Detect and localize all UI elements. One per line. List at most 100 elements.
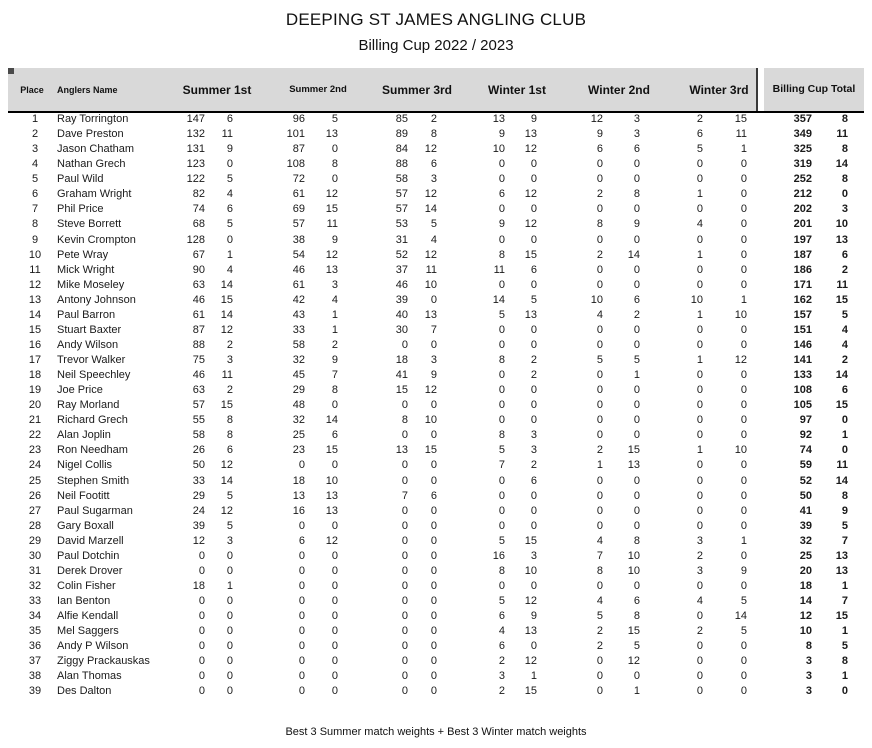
place-cell: 12 [28, 278, 42, 291]
total-cell: 197 [793, 233, 812, 246]
value-cell: 0 [198, 640, 205, 653]
total-cell: 8 [805, 640, 812, 653]
value-cell: 1 [696, 444, 703, 457]
angler-name-cell: Ray Torrington [57, 113, 129, 125]
angler-name-cell: Neil Speechley [57, 369, 131, 382]
value-cell: 0 [530, 278, 537, 291]
angler-name-cell: Phil Price [57, 203, 104, 216]
value-cell: 8 [498, 429, 505, 442]
total-cell: 74 [799, 444, 812, 457]
total-cell: 349 [793, 128, 812, 141]
angler-name-cell: Joe Price [57, 384, 103, 397]
value-cell: 0 [633, 203, 640, 216]
value-cell: 4 [226, 263, 233, 276]
place-cell: 8 [31, 218, 39, 231]
value-cell: 29 [292, 384, 305, 397]
value-cell: 4 [596, 308, 603, 321]
column-header-summer-3rd: Summer 3rd [381, 82, 453, 97]
value-cell: 54 [292, 248, 305, 261]
value-cell: 0 [696, 263, 703, 276]
value-cell: 3 [696, 564, 703, 577]
total-cell: 7 [841, 595, 848, 607]
page-subtitle: Billing Cup 2022 / 2023 [358, 37, 514, 54]
value-cell: 0 [430, 610, 437, 623]
value-cell: 0 [696, 323, 703, 336]
value-cell: 108 [286, 158, 305, 171]
total-cell: 32 [799, 534, 812, 547]
total-cell: 14 [835, 474, 848, 487]
value-cell: 8 [401, 414, 408, 427]
total-cell: 6 [841, 248, 848, 261]
table-row: 22 Alan Joplin 58 8 25 6 0 0 8 3 0 0 0 0 92 1 [8, 428, 864, 443]
value-cell: 0 [740, 685, 747, 698]
value-cell: 3 [633, 128, 640, 141]
value-cell: 10 [325, 474, 338, 487]
place-cell: 25 [28, 474, 42, 487]
value-cell: 0 [498, 173, 505, 186]
value-cell: 6 [530, 474, 537, 487]
value-cell: 0 [633, 670, 640, 683]
value-cell: 33 [292, 323, 305, 336]
total-cell: 252 [793, 173, 812, 186]
table-row: 11 Mick Wright 90 4 46 13 37 11 11 6 0 0 0 0 186 2 [8, 263, 864, 278]
value-cell: 11 [326, 218, 338, 231]
value-cell: 9 [596, 128, 603, 141]
value-cell: 0 [401, 338, 408, 351]
footer-note: Best 3 Summer match weights + Best 3 Win… [285, 726, 587, 738]
value-cell: 39 [192, 519, 205, 532]
value-cell: 5 [430, 218, 437, 231]
value-cell: 0 [430, 640, 437, 653]
value-cell: 12 [627, 655, 640, 668]
value-cell: 0 [498, 489, 505, 502]
total-cell: 8 [841, 113, 848, 125]
value-cell: 1 [696, 308, 703, 321]
table-row: 10 Pete Wray 67 1 54 12 52 12 8 15 2 14 1 0 187 6 [8, 248, 864, 263]
angler-name-cell: Paul Barron [57, 308, 116, 321]
value-cell: 0 [298, 640, 305, 653]
value-cell: 7 [498, 459, 505, 472]
value-cell: 0 [696, 173, 703, 186]
value-cell: 18 [395, 354, 408, 366]
value-cell: 0 [740, 670, 747, 683]
value-cell: 0 [596, 203, 603, 216]
angler-name-cell: Stephen Smith [57, 474, 130, 487]
value-cell: 101 [286, 128, 305, 141]
place-cell: 20 [28, 399, 42, 412]
value-cell: 0 [696, 338, 703, 351]
value-cell: 0 [596, 369, 603, 382]
value-cell: 5 [331, 113, 338, 125]
table-row: 14 Paul Barron 61 14 43 1 40 13 5 13 4 2 1 10 157 5 [8, 308, 864, 323]
value-cell: 0 [696, 459, 703, 472]
total-cell: 157 [793, 308, 812, 321]
value-cell: 13 [325, 263, 338, 276]
total-cell: 186 [793, 263, 812, 276]
header-corner-mark [8, 68, 14, 74]
value-cell: 0 [298, 564, 305, 577]
value-cell: 0 [596, 655, 603, 668]
place-cell: 16 [28, 338, 42, 351]
value-cell: 12 [220, 504, 233, 517]
angler-name-cell: Colin Fisher [57, 579, 116, 592]
value-cell: 0 [740, 399, 747, 412]
value-cell: 6 [430, 489, 437, 502]
value-cell: 4 [696, 218, 703, 231]
angler-name-cell: Ziggy Prackauskas [57, 655, 150, 668]
value-cell: 0 [696, 579, 703, 592]
value-cell: 46 [192, 369, 205, 382]
total-cell: 59 [799, 459, 812, 472]
value-cell: 0 [740, 323, 747, 336]
table-row: 3 Jason Chatham 131 9 87 0 84 12 10 12 6 6 5 1 325 8 [8, 142, 864, 157]
value-cell: 55 [192, 414, 205, 427]
value-cell: 6 [226, 203, 233, 216]
value-cell: 0 [226, 549, 233, 562]
angler-name-cell: Mick Wright [57, 263, 115, 276]
value-cell: 11 [493, 263, 505, 276]
total-cell: 11 [836, 128, 848, 141]
value-cell: 0 [401, 534, 408, 547]
value-cell: 9 [633, 218, 640, 231]
value-cell: 12 [524, 595, 537, 607]
value-cell: 15 [395, 384, 408, 397]
value-cell: 0 [331, 670, 338, 683]
value-cell: 0 [596, 670, 603, 683]
value-cell: 0 [430, 685, 437, 698]
